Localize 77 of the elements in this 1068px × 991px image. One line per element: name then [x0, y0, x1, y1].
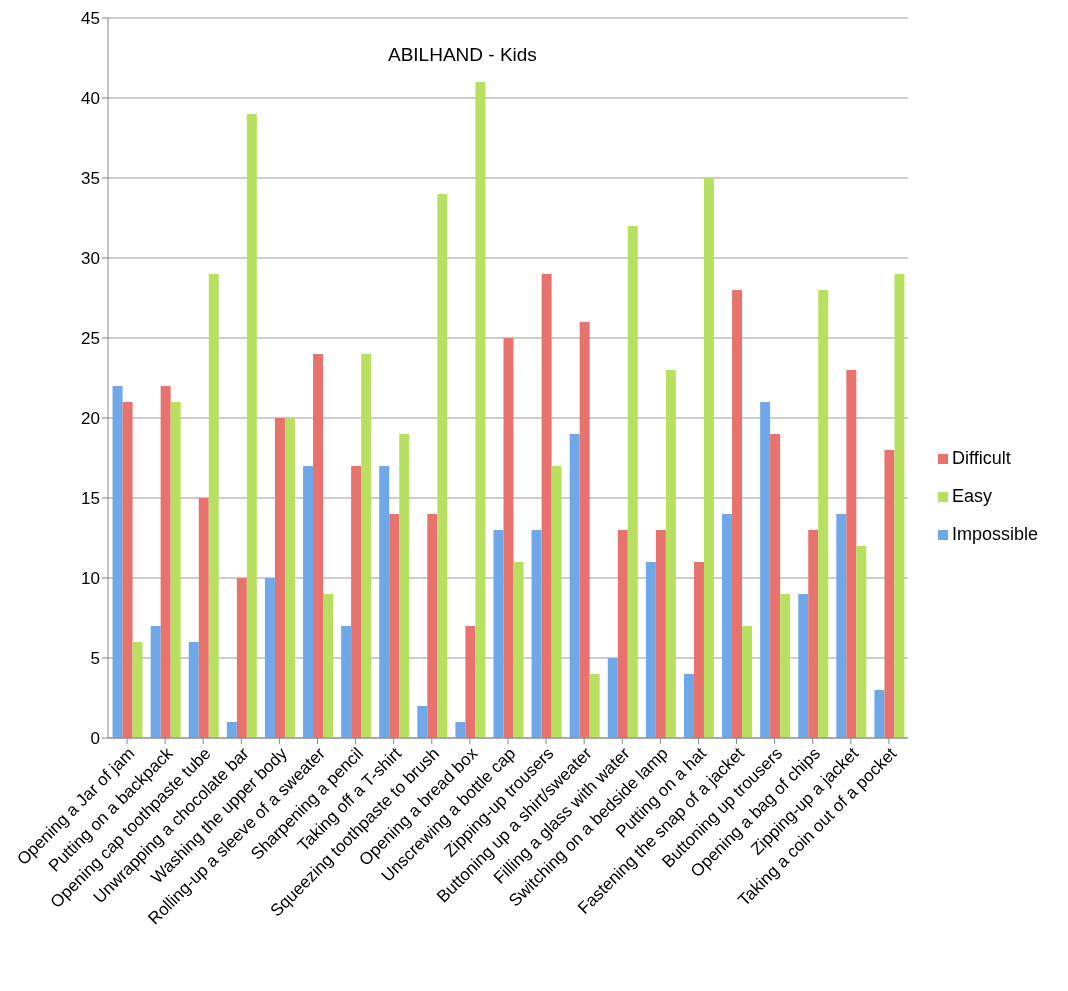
bar — [150, 626, 161, 738]
bar — [665, 370, 676, 738]
y-tick-label: 0 — [90, 729, 100, 749]
bar — [274, 418, 285, 738]
bar — [112, 386, 123, 738]
y-tick-label: 45 — [81, 9, 100, 29]
bar — [208, 274, 219, 738]
bar — [693, 562, 704, 738]
bar — [798, 594, 809, 738]
y-tick-label: 25 — [81, 329, 100, 349]
bar — [742, 626, 753, 738]
bar — [551, 466, 562, 738]
bar — [589, 674, 600, 738]
legend-label: Difficult — [951, 447, 1011, 468]
bar — [399, 434, 410, 738]
bar — [874, 690, 885, 738]
bar — [541, 274, 552, 738]
bar — [569, 434, 580, 738]
bar — [856, 546, 867, 738]
bar — [617, 530, 628, 738]
bar — [846, 370, 857, 738]
bar — [313, 354, 324, 738]
bar — [503, 338, 514, 738]
y-tick-label: 20 — [81, 409, 100, 429]
bar — [475, 82, 486, 738]
text: ABILHAND - Kids — [388, 44, 537, 66]
y-tick-label: 5 — [90, 649, 100, 669]
legend-label: Impossible — [951, 523, 1038, 544]
bar — [493, 530, 504, 738]
bar — [884, 450, 895, 738]
bar — [226, 722, 237, 738]
y-tick-label: 35 — [81, 169, 100, 189]
bar — [808, 530, 819, 738]
bar — [607, 658, 618, 738]
bar — [361, 354, 372, 738]
legend-label: Easy — [951, 485, 992, 506]
bar — [683, 674, 694, 738]
bar — [427, 514, 438, 738]
bar — [722, 514, 733, 738]
bar — [770, 434, 781, 738]
bar — [780, 594, 791, 738]
bar — [389, 514, 400, 738]
bar — [627, 226, 638, 738]
bar — [645, 562, 656, 738]
bar — [513, 562, 524, 738]
bar — [188, 642, 199, 738]
bar — [836, 514, 847, 738]
bar — [236, 578, 247, 738]
bar — [132, 642, 143, 738]
bar — [264, 578, 275, 738]
y-tick-label: 30 — [81, 249, 100, 269]
bar — [531, 530, 542, 738]
bar — [465, 626, 476, 738]
bar — [437, 194, 448, 738]
bar — [455, 722, 466, 738]
bar — [246, 114, 257, 738]
bar — [198, 498, 209, 738]
bar — [379, 466, 390, 738]
bar — [323, 594, 334, 738]
y-tick-label: 10 — [81, 569, 100, 589]
bar — [417, 706, 428, 738]
bar — [351, 466, 362, 738]
bar — [732, 290, 743, 738]
bar — [760, 402, 771, 738]
bar — [284, 418, 295, 738]
bar — [655, 530, 666, 738]
bar — [122, 402, 133, 738]
bar — [341, 626, 352, 738]
bar — [579, 322, 590, 738]
bar — [160, 386, 171, 738]
bar — [703, 178, 714, 738]
y-tick-label: 40 — [81, 89, 100, 109]
bar — [303, 466, 314, 738]
y-tick-label: 15 — [81, 489, 100, 509]
bar — [170, 402, 181, 738]
bar — [894, 274, 905, 738]
bar — [818, 290, 829, 738]
